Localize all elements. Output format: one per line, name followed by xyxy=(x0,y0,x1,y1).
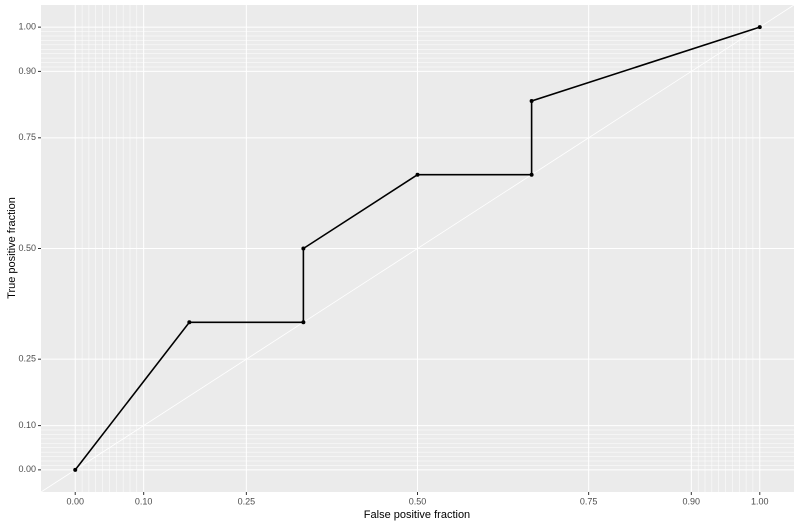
x-tick-label: 0.75 xyxy=(580,496,598,506)
roc-point xyxy=(529,172,534,177)
reference-line xyxy=(40,4,795,493)
x-tick-label: 0.10 xyxy=(135,496,153,506)
roc-line xyxy=(74,26,761,471)
y-tick-label: 1.00 xyxy=(18,22,36,32)
y-tick-label: 0.00 xyxy=(18,464,36,474)
roc-point xyxy=(301,320,306,325)
roc-point xyxy=(187,320,192,325)
x-tick-label: 0.25 xyxy=(238,496,256,506)
x-tick-label: 0.90 xyxy=(683,496,701,506)
y-axis-title: True positive fraction xyxy=(6,197,18,299)
x-axis-title: False positive fraction xyxy=(364,509,470,521)
x-tick-label: 0.50 xyxy=(409,496,427,506)
y-tick-label: 0.90 xyxy=(18,66,36,76)
y-tick-label: 0.50 xyxy=(18,243,36,253)
roc-point xyxy=(415,172,420,177)
x-tick-label: 0.00 xyxy=(66,496,84,506)
roc-point xyxy=(301,246,306,251)
roc-point xyxy=(529,98,534,103)
y-tick-label: 0.10 xyxy=(18,420,36,430)
roc-point xyxy=(757,25,762,30)
x-tick-label: 1.00 xyxy=(751,496,769,506)
roc-point xyxy=(73,467,78,472)
y-tick-label: 0.25 xyxy=(18,354,36,364)
y-tick-label: 0.75 xyxy=(18,132,36,142)
